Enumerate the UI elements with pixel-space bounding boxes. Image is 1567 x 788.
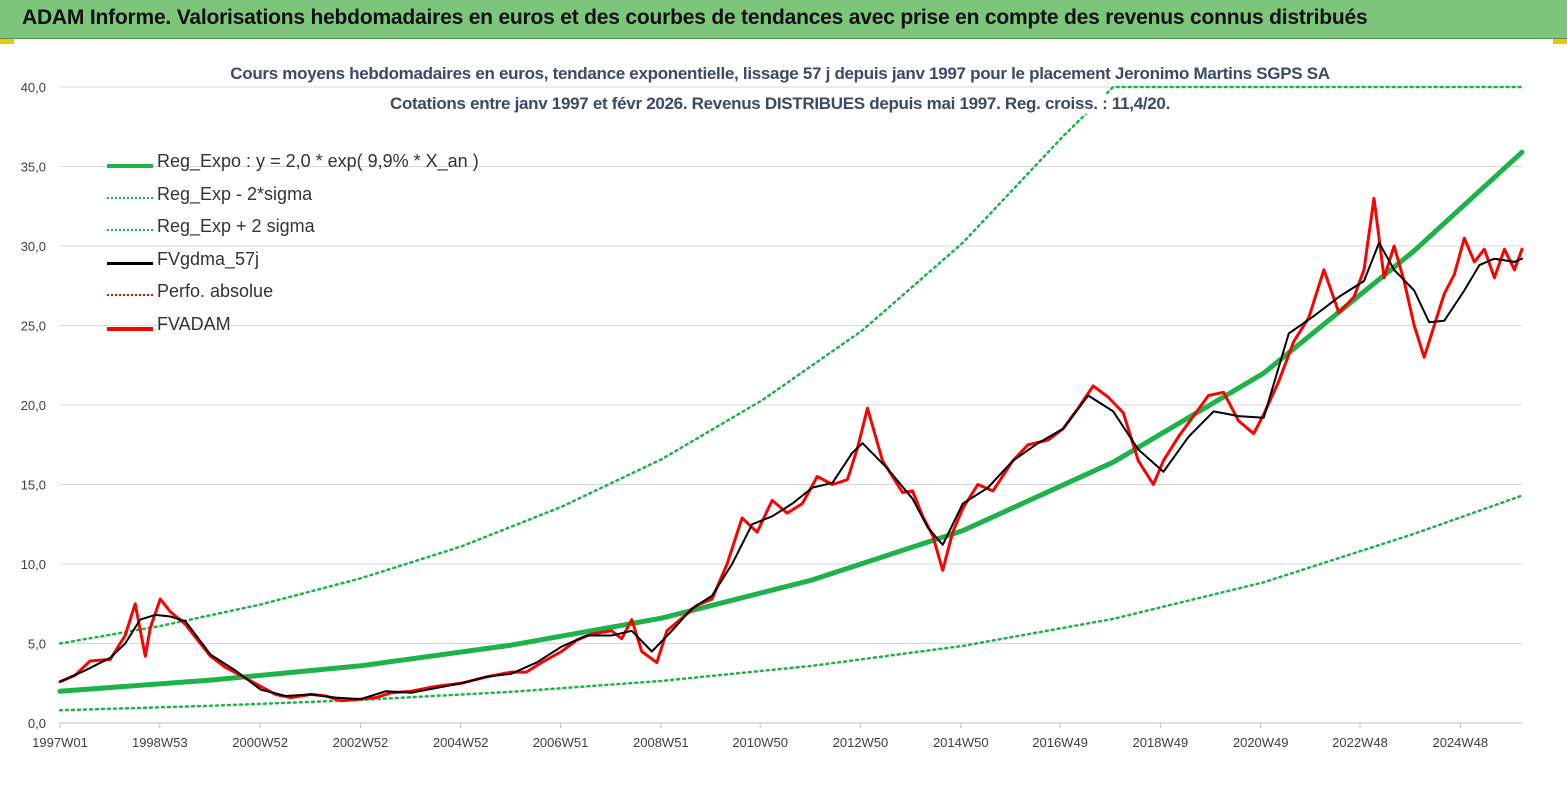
y-tick-label: 25,0 [21, 319, 46, 334]
x-tick-label: 1997W01 [32, 735, 88, 750]
chart-area: 0,0 5,0 10,0 15,0 20,0 25,0 30,0 35,0 40,0 1997W0… [0, 39, 1567, 783]
y-tick-label: 30,0 [21, 239, 46, 254]
chart-subtitle: Cotations entre janv 1997 et févr 2026. … [195, 94, 1365, 114]
x-tick-label: 2016W49 [1032, 735, 1088, 750]
x-tick-label: 2014W50 [933, 735, 989, 750]
legend-label: Perfo. absolue [157, 281, 274, 302]
fvgdma-57j-line [59, 241, 1523, 701]
y-tick-label: 10,0 [21, 557, 46, 572]
x-tick-label: 2022W48 [1332, 735, 1388, 750]
axes: 0,0 5,0 10,0 15,0 20,0 25,0 30,0 35,0 40,0 1997W0… [21, 80, 1488, 750]
legend-swatch [107, 261, 153, 265]
y-tick-label: 15,0 [21, 478, 46, 493]
legend-swatch [107, 196, 153, 199]
legend-swatch [107, 164, 153, 168]
grid [60, 86, 1522, 724]
chart-svg: 0,0 5,0 10,0 15,0 20,0 25,0 30,0 35,0 40,0 1997W0… [21, 80, 1525, 750]
y-tick-label: 5,0 [28, 637, 46, 652]
legend-label: Reg_Exp - 2*sigma [157, 183, 313, 204]
legend-label: Reg_Expo : y = 2,0 * exp( 9,9% * X_an ) [157, 151, 479, 171]
reg-expo-line [57, 149, 1525, 694]
x-tick-label: 2020W49 [1233, 735, 1289, 750]
header-bar: ADAM Informe. Valorisations hebdomadaire… [0, 0, 1567, 39]
x-tick-label: 1998W53 [132, 735, 188, 750]
x-tick-label: 2002W52 [333, 735, 389, 750]
y-tick-label: 0,0 [28, 716, 46, 731]
reg-exp-minus-2sigma-line [58, 494, 1524, 712]
x-tick-label: 2024W48 [1432, 735, 1488, 750]
fvadam-line [58, 196, 1524, 703]
legend-swatch [107, 229, 153, 232]
x-tick-label: 2012W50 [833, 735, 889, 750]
legend-swatch [107, 294, 153, 297]
x-tick-label: 2018W49 [1133, 735, 1189, 750]
x-tick-label: 2010W50 [732, 735, 788, 750]
legend-label: FVADAM [157, 313, 231, 334]
legend-label: Reg_Exp + 2 sigma [157, 216, 315, 237]
page-title: ADAM Informe. Valorisations hebdomadaire… [22, 6, 1368, 29]
x-tick-label: 2000W52 [232, 735, 288, 750]
y-tick-label: 20,0 [21, 398, 46, 413]
x-tick-label: 2004W52 [433, 735, 489, 750]
series-layer [57, 85, 1525, 712]
y-tick-label: 35,0 [21, 160, 46, 175]
x-tick-label: 2006W51 [533, 735, 589, 750]
legend-label: FVgdma_57j [157, 248, 260, 269]
chart-title: Cours moyens hebdomadaires en euros, ten… [195, 64, 1365, 84]
x-tick-label: 2008W51 [633, 735, 689, 750]
legend-swatch [107, 326, 153, 331]
corner-mark-right [1553, 39, 1567, 44]
y-tick-label: 40,0 [21, 80, 46, 95]
corner-mark-left [0, 39, 14, 44]
